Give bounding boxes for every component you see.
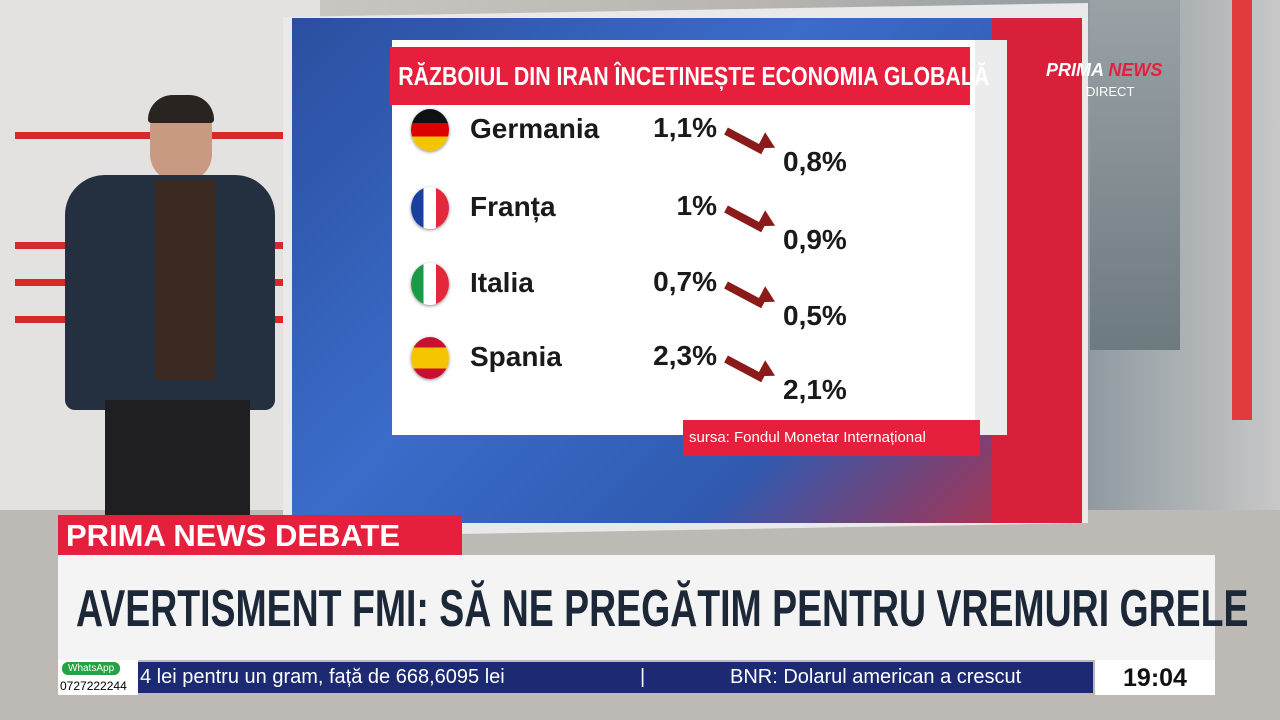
value-after: 0,9% — [783, 224, 847, 255]
logo-brand-accent: NEWS — [1108, 60, 1163, 80]
presenter-shirt — [155, 180, 215, 380]
value-before: 1% — [676, 190, 717, 221]
flag — [411, 187, 449, 229]
country: Italia — [470, 267, 534, 298]
studio-light — [1232, 0, 1252, 420]
value-after: 0,8% — [783, 146, 847, 177]
country: Franța — [470, 191, 556, 222]
flag — [411, 263, 449, 305]
logo-status: DIRECT — [1086, 84, 1135, 99]
screen-red-edge — [992, 18, 1082, 523]
value-after: 2,1% — [783, 374, 847, 405]
show-name: PRIMA NEWS DEBATE — [58, 515, 462, 555]
whatsapp-box: WhatsApp 0727222244 — [58, 660, 138, 695]
info-card — [392, 40, 975, 435]
window-view — [1090, 0, 1180, 350]
value-before: 0,7% — [653, 266, 717, 297]
whatsapp-label: WhatsApp — [62, 662, 121, 675]
logo: PRIMA NEWS — [1046, 60, 1162, 81]
whatsapp-phone: 0727222244 — [60, 679, 127, 693]
logo-brand: PRIMA — [1046, 60, 1104, 80]
value-before: 2,3% — [653, 340, 717, 371]
graphic-title: RĂZBOIUL DIN IRAN ÎNCETINEȘTE ECONOMIA G… — [398, 61, 990, 91]
presenter-hair — [148, 95, 214, 123]
headline: AVERTISMENT FMI: SĂ NE PREGĂTIM PENTRU V… — [76, 580, 1249, 638]
ticker: 4 lei pentru un gram, față de 668,6095 l… — [138, 662, 1093, 693]
ticker-item: 4 lei pentru un gram, față de 668,6095 l… — [140, 666, 505, 688]
ticker-item: BNR: Dolarul american a crescut — [730, 666, 1022, 688]
graphic-title-box: RĂZBOIUL DIN IRAN ÎNCETINEȘTE ECONOMIA G… — [390, 47, 989, 105]
flag — [411, 109, 449, 151]
headline-bar: AVERTISMENT FMI: SĂ NE PREGĂTIM PENTRU V… — [58, 555, 1248, 660]
country: Spania — [470, 341, 562, 372]
value-after: 0,5% — [783, 300, 847, 331]
ticker-separator: | — [640, 666, 646, 688]
value-before: 1,1% — [653, 112, 717, 143]
card-edge — [975, 40, 1007, 435]
clock: 19:04 — [1095, 660, 1215, 695]
source: sursa: Fondul Monetar Internațional — [683, 420, 980, 456]
flag — [411, 337, 449, 379]
presenter-trousers — [105, 400, 250, 515]
country: Germania — [470, 113, 600, 144]
